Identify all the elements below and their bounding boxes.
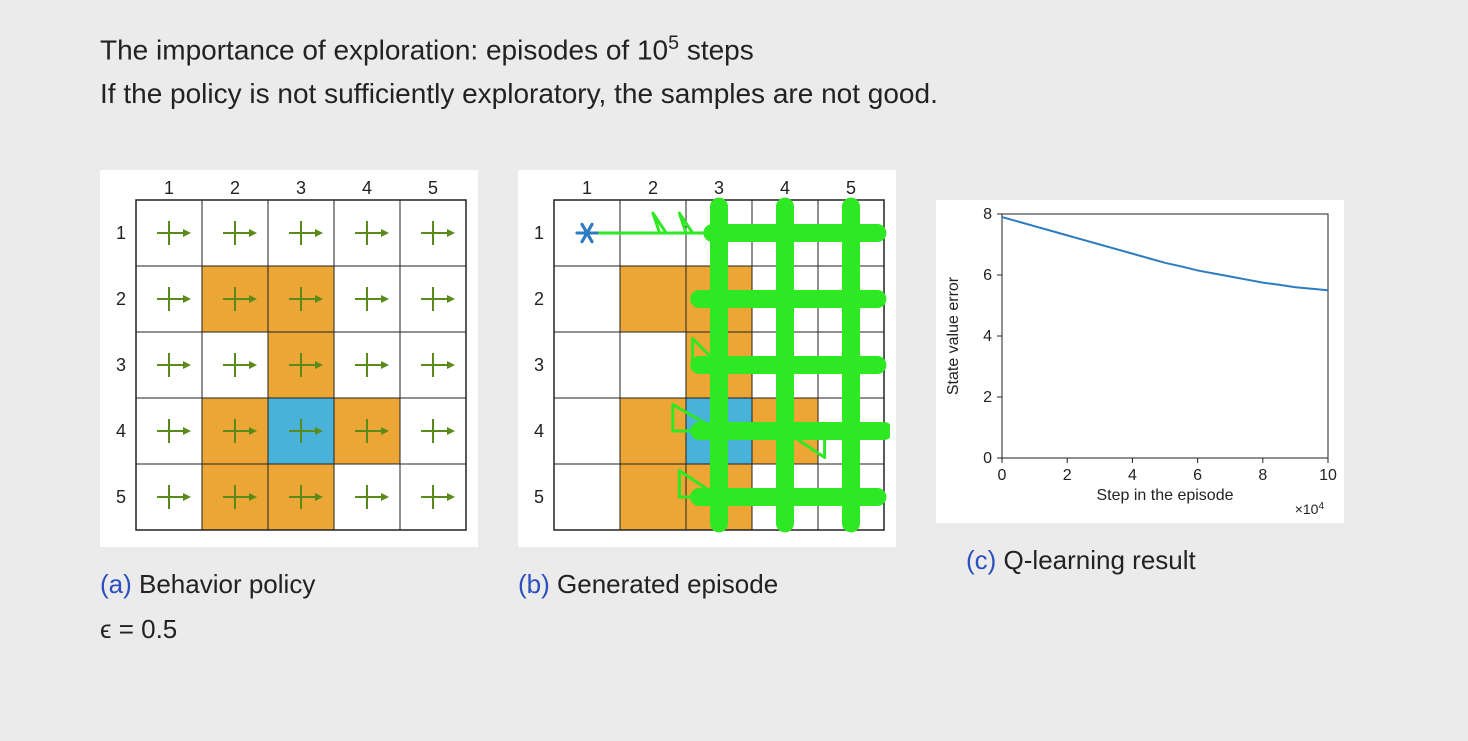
- svg-text:3: 3: [534, 355, 544, 375]
- svg-text:2: 2: [983, 389, 992, 406]
- svg-text:4: 4: [362, 178, 372, 198]
- headline: The importance of exploration: episodes …: [100, 28, 1368, 115]
- svg-text:1: 1: [116, 223, 126, 243]
- svg-text:×104: ×104: [1295, 501, 1325, 515]
- panel-b-grid: 1 1 2 2 3 3 4 4 5 5: [518, 170, 896, 547]
- svg-text:2: 2: [534, 289, 544, 309]
- svg-text:2: 2: [1063, 467, 1072, 484]
- svg-text:2: 2: [648, 178, 658, 198]
- panels-row: 1 1 2 2 3 3 4 4 5 5 (a) Behavior policy ϵ = 0.5 1…: [100, 170, 1368, 645]
- svg-text:4: 4: [1128, 467, 1137, 484]
- svg-text:6: 6: [1193, 467, 1202, 484]
- svg-text:2: 2: [230, 178, 240, 198]
- svg-text:5: 5: [116, 487, 126, 507]
- svg-text:5: 5: [534, 487, 544, 507]
- panel-a: 1 1 2 2 3 3 4 4 5 5 (a) Behavior policy ϵ = 0.5: [100, 170, 478, 645]
- panel-a-svg: 1 1 2 2 3 3 4 4 5 5: [106, 176, 472, 536]
- panel-a-letter: (a): [100, 569, 132, 599]
- panel-c-svg: 0 2 4 6 8 10 0 2 4 6 8 Step in the episode State val…: [940, 204, 1340, 514]
- svg-text:4: 4: [534, 421, 544, 441]
- panel-b-caption-text: Generated episode: [550, 569, 778, 599]
- panel-b-letter: (b): [518, 569, 550, 599]
- svg-text:Step in the episode: Step in the episode: [1097, 487, 1234, 504]
- svg-text:6: 6: [983, 267, 992, 284]
- svg-text:5: 5: [428, 178, 438, 198]
- headline-line1-base: 10: [637, 34, 668, 65]
- panel-a-caption: (a) Behavior policy: [100, 569, 315, 600]
- headline-line1-exp: 5: [668, 32, 679, 54]
- svg-text:3: 3: [116, 355, 126, 375]
- svg-text:0: 0: [983, 450, 992, 467]
- panel-c-caption: (c) Q-learning result: [966, 545, 1196, 576]
- headline-line1-c: steps: [679, 34, 754, 65]
- svg-text:1: 1: [164, 178, 174, 198]
- svg-text:State value error: State value error: [945, 276, 962, 395]
- panel-c-chart: 0 2 4 6 8 10 0 2 4 6 8 Step in the episode State val…: [936, 200, 1344, 523]
- panel-c-caption-text: Q-learning result: [996, 545, 1195, 575]
- panel-c: 0 2 4 6 8 10 0 2 4 6 8 Step in the episode State val…: [936, 200, 1344, 576]
- svg-text:0: 0: [998, 467, 1007, 484]
- svg-text:3: 3: [296, 178, 306, 198]
- svg-text:8: 8: [1258, 467, 1267, 484]
- svg-text:1: 1: [582, 178, 592, 198]
- svg-text:4: 4: [983, 328, 992, 345]
- svg-text:10: 10: [1319, 467, 1337, 484]
- svg-text:1: 1: [534, 223, 544, 243]
- headline-line2: If the policy is not sufficiently explor…: [100, 78, 938, 109]
- svg-text:4: 4: [780, 178, 790, 198]
- panel-a-caption-text: Behavior policy: [132, 569, 316, 599]
- panel-b-caption: (b) Generated episode: [518, 569, 778, 600]
- svg-text:4: 4: [116, 421, 126, 441]
- panel-a-grid: 1 1 2 2 3 3 4 4 5 5: [100, 170, 478, 547]
- panel-b: 1 1 2 2 3 3 4 4 5 5 (b) Generated episode: [518, 170, 896, 600]
- panel-c-letter: (c): [966, 545, 996, 575]
- headline-line1-a: The importance of exploration: episodes …: [100, 34, 637, 65]
- svg-text:5: 5: [846, 178, 856, 198]
- panel-b-svg: 1 1 2 2 3 3 4 4 5 5: [524, 176, 890, 536]
- panel-a-subcaption: ϵ = 0.5: [100, 614, 177, 645]
- svg-text:2: 2: [116, 289, 126, 309]
- slide: The importance of exploration: episodes …: [0, 0, 1468, 741]
- svg-text:3: 3: [714, 178, 724, 198]
- svg-text:8: 8: [983, 206, 992, 223]
